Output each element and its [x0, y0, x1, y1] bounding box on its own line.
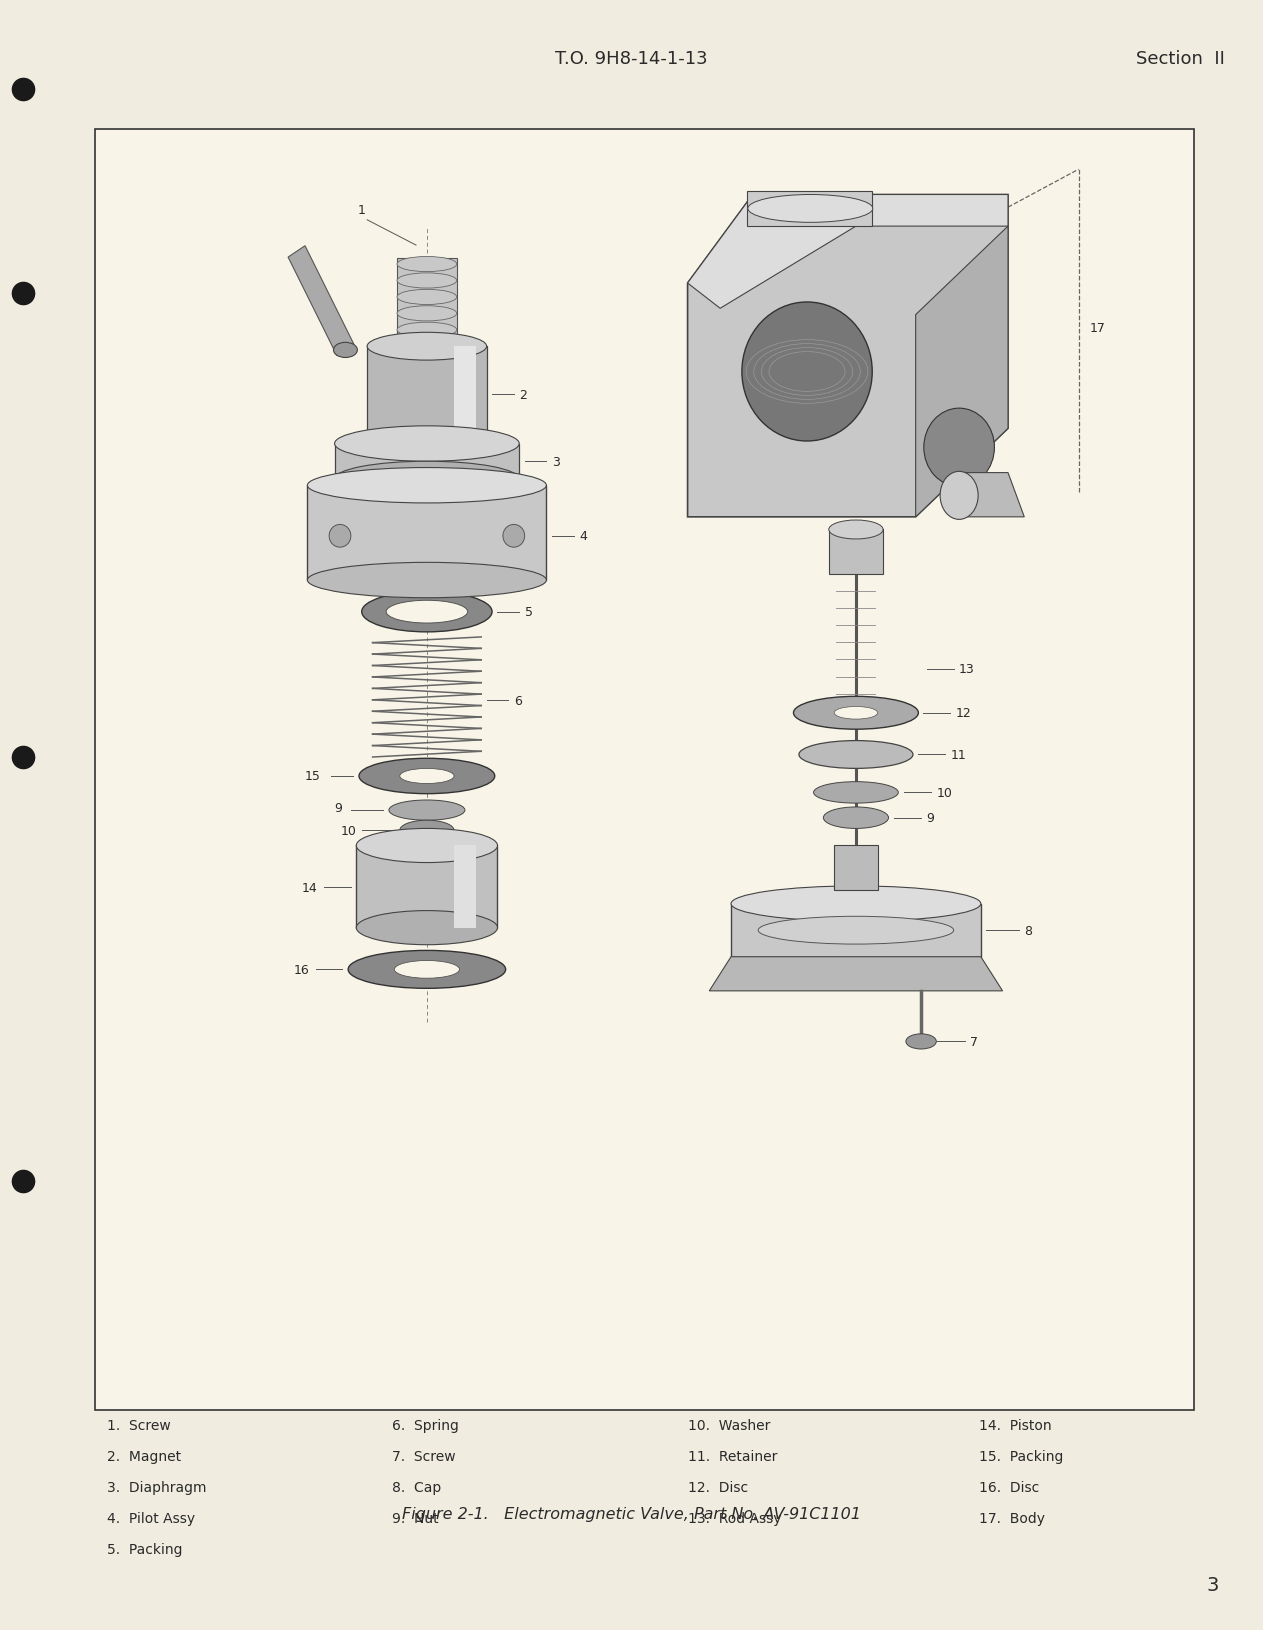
Text: 13: 13 [959, 663, 975, 675]
Ellipse shape [361, 592, 493, 632]
Text: 12.  Disc: 12. Disc [688, 1480, 749, 1495]
FancyBboxPatch shape [95, 130, 1194, 1410]
Text: 1.  Screw: 1. Screw [107, 1418, 171, 1433]
Bar [455, 347, 476, 442]
Text: 11: 11 [951, 748, 966, 761]
Ellipse shape [397, 290, 457, 305]
Ellipse shape [333, 344, 357, 359]
Ellipse shape [793, 698, 918, 730]
Ellipse shape [906, 1033, 936, 1050]
Text: 14.  Piston: 14. Piston [979, 1418, 1052, 1433]
Ellipse shape [394, 962, 460, 978]
Ellipse shape [741, 303, 873, 442]
Polygon shape [687, 196, 1008, 518]
Ellipse shape [397, 258, 457, 272]
Text: 15.  Packing: 15. Packing [979, 1449, 1063, 1464]
Text: 4: 4 [578, 530, 587, 543]
Ellipse shape [834, 707, 878, 719]
Ellipse shape [389, 800, 465, 822]
Text: T.O. 9H8-14-1-13: T.O. 9H8-14-1-13 [556, 49, 707, 68]
Polygon shape [916, 227, 1008, 518]
Ellipse shape [386, 601, 467, 624]
Polygon shape [710, 957, 1003, 991]
Bar [335, 445, 519, 479]
Ellipse shape [758, 916, 954, 944]
Ellipse shape [356, 830, 498, 862]
Text: 6.  Spring: 6. Spring [392, 1418, 458, 1433]
Ellipse shape [368, 333, 486, 360]
Text: 17: 17 [1090, 321, 1105, 334]
Bar [834, 846, 878, 890]
Text: Figure 2-1.   Electromagnetic Valve, Part No. AV-91C1101: Figure 2-1. Electromagnetic Valve, Part … [402, 1506, 861, 1521]
Ellipse shape [940, 473, 978, 520]
Ellipse shape [397, 306, 457, 321]
Text: 4.  Pilot Assy: 4. Pilot Assy [107, 1511, 196, 1526]
Text: Section  II: Section II [1137, 49, 1225, 68]
Text: 2: 2 [519, 388, 527, 401]
Bar [748, 192, 873, 227]
Bar [368, 347, 486, 442]
Text: 16: 16 [294, 963, 309, 976]
Text: 1: 1 [357, 204, 366, 217]
Text: 3.  Diaphragm: 3. Diaphragm [107, 1480, 207, 1495]
Text: 7.  Screw: 7. Screw [392, 1449, 455, 1464]
Text: 9.  Nut: 9. Nut [392, 1511, 438, 1526]
Text: 3: 3 [1206, 1575, 1219, 1594]
Ellipse shape [397, 323, 457, 337]
Text: 9: 9 [927, 812, 935, 825]
Ellipse shape [356, 911, 498, 945]
Bar [397, 259, 457, 347]
Text: 10: 10 [341, 825, 356, 838]
Text: 2.  Magnet: 2. Magnet [107, 1449, 182, 1464]
Bar [731, 905, 981, 957]
Text: 8: 8 [1024, 924, 1032, 937]
Text: 10.  Washer: 10. Washer [688, 1418, 770, 1433]
Ellipse shape [335, 461, 519, 497]
Text: 5: 5 [524, 606, 533, 619]
Text: 7: 7 [970, 1035, 978, 1048]
Ellipse shape [307, 562, 547, 598]
Ellipse shape [823, 807, 889, 830]
Ellipse shape [731, 887, 981, 923]
Ellipse shape [335, 427, 519, 461]
Polygon shape [959, 473, 1024, 518]
Text: 3: 3 [552, 455, 560, 468]
Ellipse shape [829, 520, 883, 540]
Text: 17.  Body: 17. Body [979, 1511, 1045, 1526]
Polygon shape [687, 196, 1008, 310]
Ellipse shape [400, 822, 455, 841]
Ellipse shape [349, 950, 505, 989]
Ellipse shape [359, 760, 495, 794]
Text: 16.  Disc: 16. Disc [979, 1480, 1039, 1495]
Ellipse shape [330, 525, 351, 548]
Text: 13.  Rod Assy: 13. Rod Assy [688, 1511, 782, 1526]
Bar [455, 846, 476, 927]
Text: 15: 15 [304, 769, 321, 782]
Text: 6: 6 [514, 694, 522, 707]
Ellipse shape [307, 468, 547, 504]
Text: 5.  Packing: 5. Packing [107, 1542, 183, 1557]
Bar [829, 530, 883, 574]
Ellipse shape [813, 782, 898, 804]
Bar [307, 486, 547, 580]
Polygon shape [288, 246, 354, 357]
Text: 14: 14 [302, 882, 317, 895]
Ellipse shape [400, 769, 455, 784]
Text: 8.  Cap: 8. Cap [392, 1480, 441, 1495]
Bar [356, 846, 498, 927]
Text: 12: 12 [956, 707, 971, 720]
Ellipse shape [368, 427, 486, 456]
Ellipse shape [799, 742, 913, 769]
Ellipse shape [397, 274, 457, 289]
Ellipse shape [923, 409, 994, 487]
Ellipse shape [748, 196, 873, 223]
Text: 11.  Retainer: 11. Retainer [688, 1449, 778, 1464]
Text: 9: 9 [333, 802, 342, 815]
Text: 10: 10 [936, 786, 952, 799]
Ellipse shape [503, 525, 524, 548]
